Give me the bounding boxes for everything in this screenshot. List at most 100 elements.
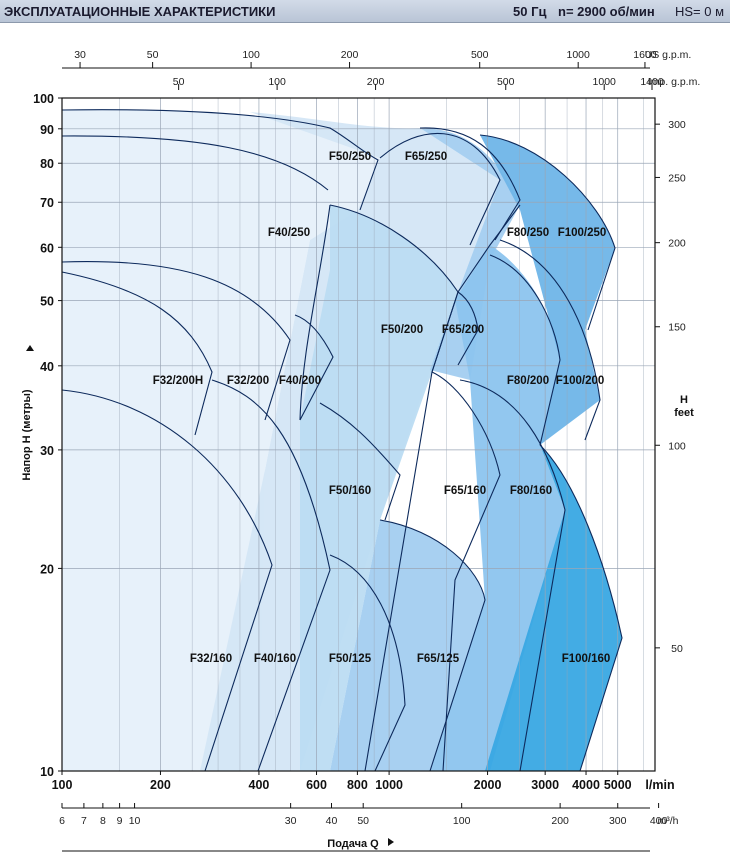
- m3h-tick-label-7: 7: [81, 815, 87, 827]
- ft-tick-label-250: 250: [668, 172, 686, 184]
- y-axis-title: Напор H (метры): [21, 389, 33, 480]
- impgpm-tick-label-50: 50: [173, 76, 185, 88]
- usgpm-tick-label-200: 200: [341, 49, 359, 61]
- ft-tick-label-100: 100: [668, 440, 686, 452]
- performance-curve-6: [61, 261, 291, 421]
- impgpm-tick-label-1000: 1000: [593, 76, 617, 88]
- zone-label-F50-160: F50/160: [329, 485, 371, 497]
- performance-curve-8: [61, 389, 273, 772]
- y-tick-label-70: 70: [40, 196, 54, 210]
- performance-curve-11: [329, 204, 459, 373]
- impgpm-tick-label-500: 500: [497, 76, 515, 88]
- performance-curve-9: [211, 379, 331, 772]
- m3h-tick-label-6: 6: [59, 815, 65, 827]
- performance-curve-7: [61, 271, 213, 436]
- zone-label-F40-160: F40/160: [254, 653, 296, 665]
- header-speed: n= 2900 об/мин: [558, 4, 655, 19]
- performance-curve-14: [329, 554, 406, 772]
- header-frequency: 50 Гц: [513, 4, 547, 19]
- zone-label-F65-250: F65/250: [405, 151, 447, 163]
- performance-curve-22: [364, 204, 521, 772]
- y-tick-label-100: 100: [33, 92, 54, 106]
- x-tick-label-400: 400: [249, 778, 270, 792]
- x-axis-arrow-icon: [388, 838, 394, 846]
- x-tick-label-1000: 1000: [375, 778, 403, 792]
- zone-label-F100-200: F100/200: [556, 375, 605, 387]
- x-unit-lmin: l/min: [645, 778, 674, 792]
- performance-curve-10: [294, 314, 334, 421]
- performance-curve-16: [431, 371, 501, 772]
- zone-label-F80-250: F80/250: [507, 227, 549, 239]
- zone-label-F32-200H: F32/200H: [153, 375, 204, 387]
- usgpm-tick-label-30: 30: [74, 49, 86, 61]
- zone-band-5: [430, 245, 565, 771]
- x-axis-title: Подача Q: [327, 838, 379, 850]
- impgpm-tick-label-1400: 1400: [640, 76, 664, 88]
- performance-curve-1: [61, 109, 379, 211]
- usgpm-tick-label-50: 50: [147, 49, 159, 61]
- m3h-tick-label-50: 50: [357, 815, 369, 827]
- x-tick-label-2000: 2000: [474, 778, 502, 792]
- zone-band-3: [300, 205, 458, 771]
- x-tick-label-3000: 3000: [531, 778, 559, 792]
- performance-curve-13: [319, 402, 401, 521]
- y-tick-label-80: 80: [40, 157, 54, 171]
- performance-curve-4: [419, 127, 521, 241]
- x-tick-label-200: 200: [150, 778, 171, 792]
- x-tick-label-5000: 5000: [604, 778, 632, 792]
- right-axis-label-feet: feet: [674, 407, 694, 419]
- y-tick-label-10: 10: [40, 765, 54, 779]
- usgpm-tick-label-1000: 1000: [567, 49, 591, 61]
- impgpm-tick-label-100: 100: [268, 76, 286, 88]
- m3h-tick-label-10: 10: [129, 815, 141, 827]
- labels-layer: F32/160 F32/200H F32/200 F40/160 F40/200 F40/…: [153, 151, 611, 665]
- grid-layer: [61, 97, 655, 772]
- x-tick-label-800: 800: [347, 778, 368, 792]
- y-tick-label-40: 40: [40, 360, 54, 374]
- y-tick-label-30: 30: [40, 444, 54, 458]
- zone-label-F65-125: F65/125: [417, 653, 460, 665]
- zone-label-F50-125: F50/125: [329, 653, 372, 665]
- performance-curve-18: [489, 254, 561, 446]
- zone-label-F65-200: F65/200: [442, 324, 484, 336]
- zone-label-F80-160: F80/160: [510, 485, 552, 497]
- impgpm-tick-label-200: 200: [367, 76, 385, 88]
- x-tick-label-100: 100: [52, 778, 73, 792]
- zone-band-1: [62, 109, 380, 772]
- m3h-tick-label-40: 40: [326, 815, 338, 827]
- m3h-tick-label-100: 100: [453, 815, 471, 827]
- m3h-tick-label-300: 300: [609, 815, 627, 827]
- zone-label-F50-250: F50/250: [329, 151, 371, 163]
- performance-curve-2: [61, 135, 329, 191]
- zone-label-F80-200: F80/200: [507, 375, 549, 387]
- header-title: ЭКСПЛУАТАЦИОННЫЕ ХАРАКТЕРИСТИКИ: [4, 4, 276, 19]
- header-bar: ЭКСПЛУАТАЦИОННЫЕ ХАРАКТЕРИСТИКИ 50 Гц n=…: [0, 0, 730, 23]
- zone-label-F50-200: F50/200: [381, 324, 423, 336]
- performance-curve-12: [457, 291, 479, 366]
- right-axis-label-h: H: [680, 394, 688, 406]
- zone-label-F65-160: F65/160: [444, 485, 486, 497]
- x-tick-label-4000: 4000: [572, 778, 600, 792]
- m3h-tick-label-200: 200: [551, 815, 569, 827]
- zone-label-F32-200: F32/200: [227, 375, 269, 387]
- y-tick-label-50: 50: [40, 295, 54, 309]
- zone-label-F32-160: F32/160: [190, 653, 232, 665]
- y-tick-label-60: 60: [40, 241, 54, 255]
- ft-tick-label-50: 50: [671, 643, 683, 655]
- usgpm-tick-label-100: 100: [242, 49, 260, 61]
- zone-label-F40-200: F40/200: [279, 375, 321, 387]
- zone-label-F100-160: F100/160: [562, 653, 611, 665]
- usgpm-tick-label-500: 500: [471, 49, 489, 61]
- m3h-unit-label: m³/h: [658, 815, 679, 827]
- performance-curve-15: [379, 519, 486, 772]
- m3h-tick-label-400: 400: [650, 815, 668, 827]
- y-axis-arrow-icon: [26, 345, 34, 351]
- zone-band-6: [480, 135, 615, 445]
- ft-tick-label-200: 200: [668, 238, 686, 250]
- axes-layer: 10 20 30 40 50 60 70 80 90 100 50 100 150 200 250 300 Hf…: [21, 49, 700, 852]
- y-tick-label-20: 20: [40, 562, 54, 576]
- performance-curve-3: [379, 132, 501, 246]
- usgpm-tick-label-1600: 1600: [633, 49, 657, 61]
- zone-label-F100-250: F100/250: [558, 227, 607, 239]
- ft-tick-label-300: 300: [668, 119, 686, 131]
